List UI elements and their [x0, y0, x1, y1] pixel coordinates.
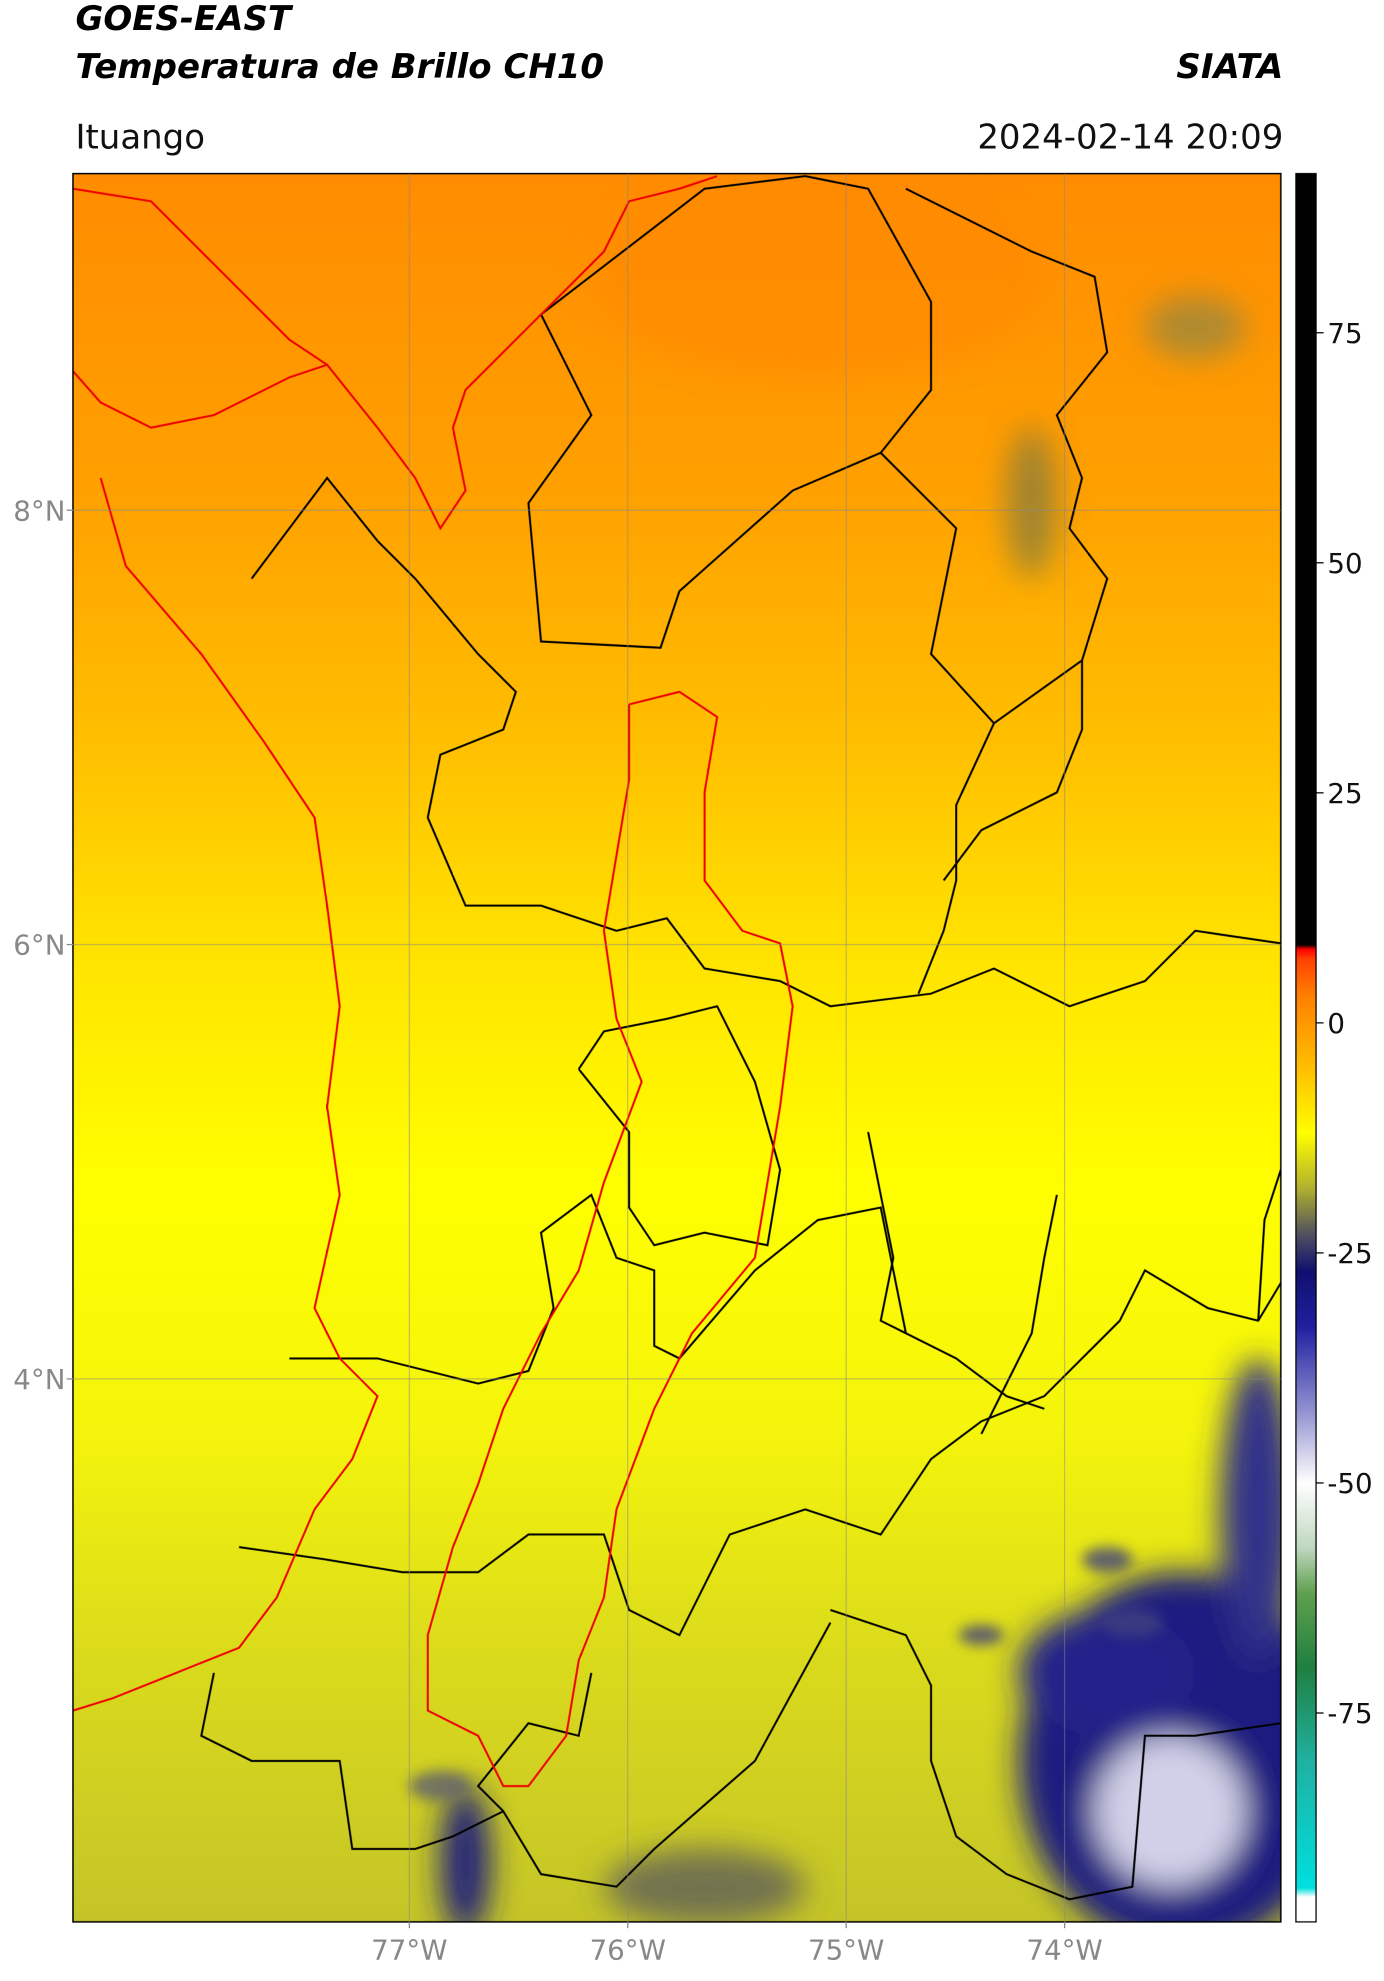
coastline-and-basin [72, 175, 794, 1788]
x-tick-label: 75°W [808, 1934, 884, 1967]
source: SIATA [1176, 47, 1283, 87]
political-boundaries [200, 175, 1281, 1901]
title: GOES-EAST [75, 0, 293, 39]
x-tick-label: 77°W [371, 1934, 447, 1967]
timestamp: 2024-02-14 20:09 [977, 117, 1283, 157]
colorbar-tick-label: -50 [1327, 1467, 1372, 1500]
colorbar-tick-label: 75 [1327, 317, 1362, 350]
map [72, 173, 1281, 1922]
location: Ituango [75, 117, 205, 157]
colorbar-tick-label: -25 [1327, 1237, 1372, 1270]
colorbar-tick-label: 0 [1327, 1007, 1345, 1040]
y-tick-label: 4°N [13, 1363, 65, 1396]
cloud-spots [408, 1547, 1164, 1802]
x-tick-label: 74°W [1026, 1934, 1102, 1967]
subtitle: Temperatura de Brillo CH10 [75, 47, 604, 87]
colorbar [1295, 172, 1317, 1923]
map-frame [72, 172, 1282, 1923]
colorbar-tick-label: -75 [1327, 1697, 1372, 1730]
y-tick-label: 8°N [13, 494, 65, 527]
colorbar-tick-label: 25 [1327, 777, 1362, 810]
y-tick-label: 6°N [13, 929, 65, 962]
colorbar-tick-label: 50 [1327, 547, 1362, 580]
x-tick-label: 76°W [590, 1934, 666, 1967]
